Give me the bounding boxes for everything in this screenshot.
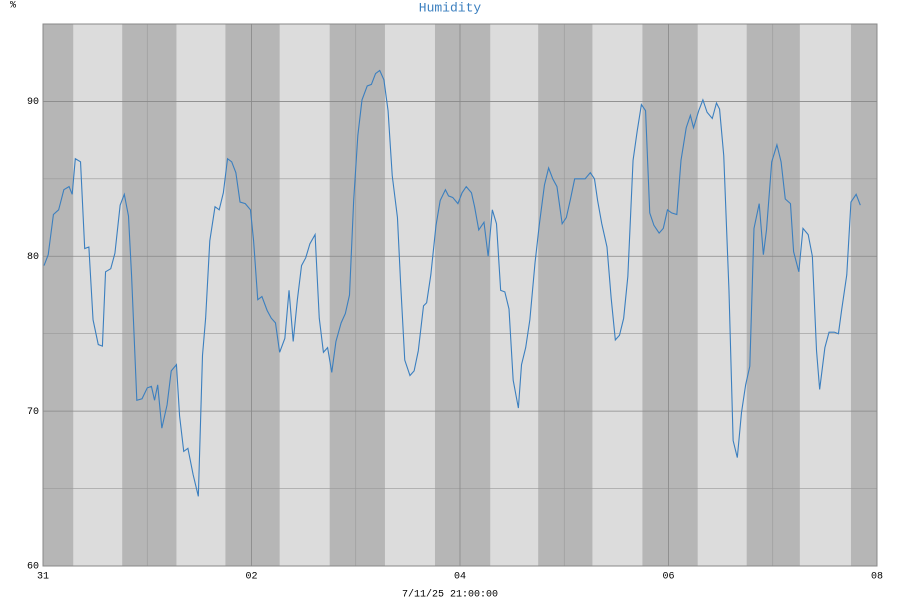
night-band bbox=[642, 24, 698, 566]
y-tick-label: 90 bbox=[27, 97, 39, 108]
x-tick-label: 02 bbox=[245, 572, 257, 583]
x-tick-label: 08 bbox=[871, 572, 883, 583]
y-tick-label: 60 bbox=[27, 562, 39, 573]
y-tick-label: 70 bbox=[27, 407, 39, 418]
night-band bbox=[434, 24, 491, 566]
night-band bbox=[122, 24, 177, 566]
x-axis-label: 7/11/25 21:00:00 bbox=[402, 589, 498, 600]
night-band bbox=[43, 24, 74, 566]
y-tick-label: 80 bbox=[27, 252, 39, 263]
night-band bbox=[225, 24, 280, 566]
plot-frame bbox=[42, 23, 878, 567]
night-band bbox=[850, 24, 877, 566]
night-band bbox=[538, 24, 593, 566]
x-tick-label: 31 bbox=[37, 572, 49, 583]
x-tick-label: 06 bbox=[662, 572, 674, 583]
y-axis-label: % bbox=[10, 1, 16, 12]
shade-bands bbox=[43, 24, 877, 566]
x-tick-label: 04 bbox=[454, 572, 466, 583]
humidity-line bbox=[43, 69, 861, 497]
night-band bbox=[329, 24, 385, 566]
night-band bbox=[746, 24, 800, 566]
chart-title: Humidity bbox=[419, 0, 482, 15]
